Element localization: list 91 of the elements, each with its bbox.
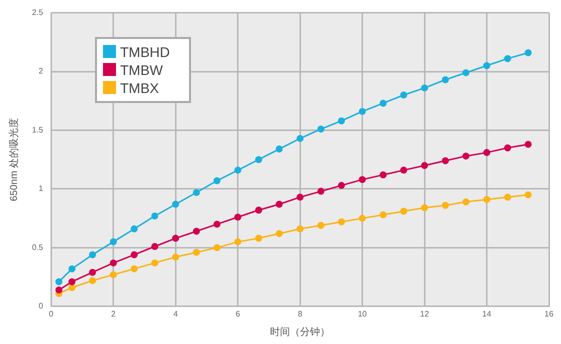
point xyxy=(234,238,242,246)
x-tick-label: 0 xyxy=(48,309,54,318)
point xyxy=(192,228,200,235)
point xyxy=(483,196,490,204)
x-axis-title: 时间（分钟） xyxy=(270,326,330,338)
point xyxy=(89,277,96,284)
point xyxy=(317,188,324,195)
point xyxy=(317,222,324,229)
point xyxy=(234,166,242,174)
point xyxy=(504,194,512,201)
y-tick-label: 0.5 xyxy=(32,242,44,252)
point xyxy=(151,212,158,220)
point xyxy=(358,214,366,222)
point xyxy=(110,259,117,266)
point xyxy=(172,254,180,261)
point xyxy=(442,76,449,84)
x-tick-label: 16 xyxy=(544,309,554,318)
point xyxy=(110,271,117,278)
point xyxy=(380,100,387,107)
point xyxy=(130,251,138,258)
y-tick-label: 2.5 xyxy=(32,8,44,18)
point xyxy=(442,202,449,209)
y-tick-label: 2 xyxy=(38,66,44,76)
point xyxy=(504,144,512,152)
point xyxy=(55,278,62,286)
point xyxy=(296,134,304,142)
y-tick-label: 0 xyxy=(38,302,44,311)
point xyxy=(380,211,387,218)
point xyxy=(276,200,283,208)
point xyxy=(421,162,428,169)
point xyxy=(296,194,304,201)
x-tick-label: 2 xyxy=(111,309,116,318)
point xyxy=(89,251,96,258)
point xyxy=(276,146,283,153)
point xyxy=(68,278,76,286)
point xyxy=(192,188,200,196)
y-tick-label: 1 xyxy=(38,184,44,194)
x-tick-label: 10 xyxy=(358,309,368,318)
point xyxy=(172,234,180,242)
x-tick-label: 14 xyxy=(482,309,492,318)
point xyxy=(524,191,532,198)
point xyxy=(192,248,200,256)
point xyxy=(255,234,262,242)
point xyxy=(358,176,366,184)
point xyxy=(255,156,262,164)
point xyxy=(400,166,408,174)
point xyxy=(380,171,387,178)
point xyxy=(130,265,138,272)
point xyxy=(400,208,408,215)
legend-label: TMBX xyxy=(120,80,159,96)
point xyxy=(276,230,283,238)
point xyxy=(421,204,428,212)
point xyxy=(524,49,532,56)
point xyxy=(504,55,512,62)
point xyxy=(462,198,470,206)
point xyxy=(358,108,366,115)
point xyxy=(130,225,138,232)
y-tick-label: 1.5 xyxy=(32,125,44,134)
point xyxy=(462,69,470,76)
point xyxy=(483,149,490,156)
point xyxy=(442,157,449,164)
point xyxy=(338,182,345,189)
point xyxy=(234,214,242,221)
point xyxy=(338,117,345,124)
point xyxy=(68,265,76,272)
point xyxy=(338,218,345,226)
point xyxy=(296,225,304,232)
legend-label: TMBW xyxy=(120,62,163,78)
x-tick-label: 4 xyxy=(173,309,178,318)
point xyxy=(400,92,408,99)
x-tick-label: 8 xyxy=(298,309,303,318)
point xyxy=(89,268,96,276)
point xyxy=(68,284,76,292)
point xyxy=(55,286,62,294)
point xyxy=(213,177,220,184)
point xyxy=(172,200,180,208)
point xyxy=(213,244,220,252)
x-tick-label: 6 xyxy=(236,309,241,318)
legend-label: TMBHD xyxy=(120,44,170,60)
x-tick-label: 12 xyxy=(420,309,430,318)
point xyxy=(110,238,117,246)
point xyxy=(213,220,220,228)
point xyxy=(151,243,158,250)
y-axis-title: 650nm 处的吸光度 xyxy=(8,118,20,202)
point xyxy=(421,84,428,92)
point xyxy=(255,206,262,214)
point xyxy=(151,259,158,266)
point xyxy=(317,126,324,133)
point xyxy=(462,152,470,160)
point xyxy=(524,140,532,148)
point xyxy=(483,62,490,70)
